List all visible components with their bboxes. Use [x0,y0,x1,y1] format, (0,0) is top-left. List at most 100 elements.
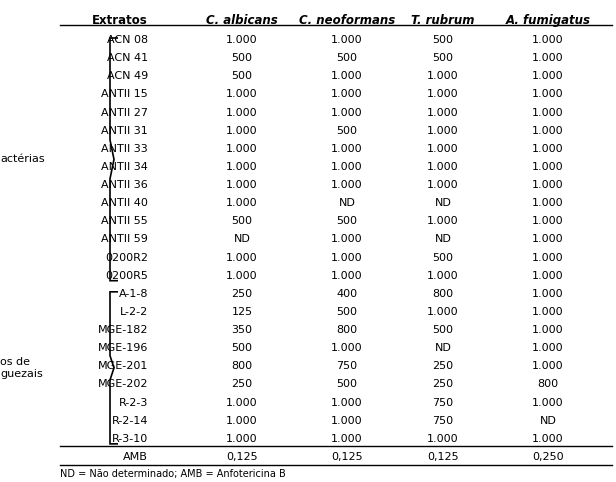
Text: 1.000: 1.000 [427,434,459,444]
Text: 1.000: 1.000 [532,289,564,299]
Text: 500: 500 [336,216,357,227]
Text: ND: ND [233,234,251,244]
Text: 1.000: 1.000 [226,35,258,45]
Text: 1.000: 1.000 [427,71,459,81]
Text: 125: 125 [232,307,253,317]
Text: 750: 750 [432,416,453,426]
Text: 1.000: 1.000 [226,126,258,135]
Text: 1.000: 1.000 [331,416,363,426]
Text: L-2-2: L-2-2 [120,307,148,317]
Text: 1.000: 1.000 [427,162,459,172]
Text: 1.000: 1.000 [331,253,363,263]
Text: 1.000: 1.000 [532,144,564,154]
Text: ANTII 59: ANTII 59 [101,234,148,244]
Text: 1.000: 1.000 [331,343,363,353]
Text: 1.000: 1.000 [226,107,258,118]
Text: 750: 750 [432,398,453,408]
Text: 1.000: 1.000 [532,126,564,135]
Text: 1.000: 1.000 [331,180,363,190]
Text: 1.000: 1.000 [226,198,258,208]
Text: ANTII 27: ANTII 27 [101,107,148,118]
Text: T. rubrum: T. rubrum [411,14,475,27]
Text: ANTII 55: ANTII 55 [101,216,148,227]
Text: 500: 500 [336,379,357,389]
Text: 800: 800 [336,325,357,335]
Text: 1.000: 1.000 [226,398,258,408]
Text: 500: 500 [432,35,453,45]
Text: 1.000: 1.000 [427,180,459,190]
Text: ANTII 33: ANTII 33 [101,144,148,154]
Text: 1.000: 1.000 [532,180,564,190]
Text: 1.000: 1.000 [532,216,564,227]
Text: 1.000: 1.000 [532,343,564,353]
Text: 800: 800 [537,379,559,389]
Text: 1.000: 1.000 [331,144,363,154]
Text: ACN 49: ACN 49 [107,71,148,81]
Text: 0,125: 0,125 [427,452,459,462]
Text: 1.000: 1.000 [226,162,258,172]
Text: 1.000: 1.000 [331,434,363,444]
Text: 1.000: 1.000 [226,271,258,281]
Text: 1.000: 1.000 [532,325,564,335]
Text: 1.000: 1.000 [532,307,564,317]
Text: 1.000: 1.000 [331,398,363,408]
Text: 500: 500 [232,216,253,227]
Text: 1.000: 1.000 [427,144,459,154]
Text: 1.000: 1.000 [427,271,459,281]
Text: 500: 500 [232,343,253,353]
Text: 1.000: 1.000 [532,434,564,444]
Text: 500: 500 [336,126,357,135]
Text: 1.000: 1.000 [226,253,258,263]
Text: 800: 800 [432,289,453,299]
Text: 0200R2: 0200R2 [105,253,148,263]
Text: 1.000: 1.000 [226,89,258,99]
Text: 1.000: 1.000 [532,234,564,244]
Text: actérias: actérias [0,154,44,164]
Text: 500: 500 [336,53,357,63]
Text: 500: 500 [232,71,253,81]
Text: 750: 750 [336,362,357,371]
Text: 1.000: 1.000 [226,416,258,426]
Text: 0,125: 0,125 [331,452,363,462]
Text: 1.000: 1.000 [532,71,564,81]
Text: A. fumigatus: A. fumigatus [506,14,591,27]
Text: 400: 400 [336,289,357,299]
Text: ND: ND [540,416,556,426]
Text: 500: 500 [232,53,253,63]
Text: 1.000: 1.000 [532,53,564,63]
Text: 1.000: 1.000 [532,253,564,263]
Text: os de
guezais: os de guezais [0,357,43,379]
Text: R-2-14: R-2-14 [111,416,148,426]
Text: ANTII 31: ANTII 31 [101,126,148,135]
Text: C. albicans: C. albicans [206,14,278,27]
Text: 500: 500 [432,253,453,263]
Text: 1.000: 1.000 [532,89,564,99]
Text: 1.000: 1.000 [532,271,564,281]
Text: ANTII 40: ANTII 40 [101,198,148,208]
Text: 1.000: 1.000 [532,198,564,208]
Text: ND: ND [434,198,452,208]
Text: ND: ND [434,343,452,353]
Text: 1.000: 1.000 [427,216,459,227]
Text: 250: 250 [432,362,453,371]
Text: ACN 08: ACN 08 [107,35,148,45]
Text: 1.000: 1.000 [427,307,459,317]
Text: 1.000: 1.000 [331,271,363,281]
Text: AMB: AMB [123,452,148,462]
Text: 250: 250 [432,379,453,389]
Text: 1.000: 1.000 [331,35,363,45]
Text: 350: 350 [232,325,253,335]
Text: ACN 41: ACN 41 [107,53,148,63]
Text: R-3-10: R-3-10 [111,434,148,444]
Text: 0200R5: 0200R5 [105,271,148,281]
Text: MGE-182: MGE-182 [97,325,148,335]
Text: ANTII 34: ANTII 34 [101,162,148,172]
Text: 500: 500 [432,325,453,335]
Text: ANTII 36: ANTII 36 [101,180,148,190]
Text: 250: 250 [232,379,253,389]
Text: A-1-8: A-1-8 [118,289,148,299]
Text: ND: ND [339,198,355,208]
Text: 1.000: 1.000 [532,107,564,118]
Text: ND = Não determinado; AMB = Anfotericina B: ND = Não determinado; AMB = Anfotericina… [60,469,286,479]
Text: 1.000: 1.000 [427,89,459,99]
